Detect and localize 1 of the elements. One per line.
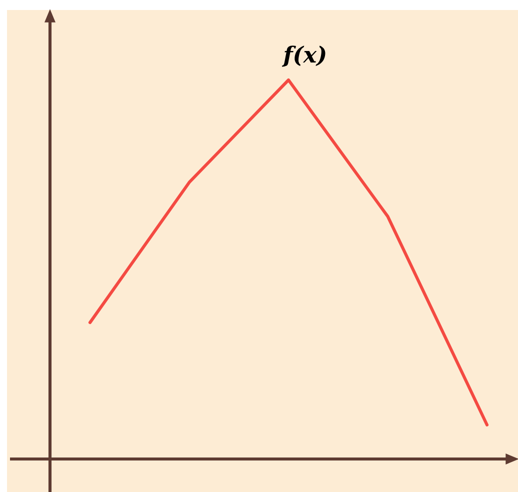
- series-label: f(x): [282, 46, 326, 67]
